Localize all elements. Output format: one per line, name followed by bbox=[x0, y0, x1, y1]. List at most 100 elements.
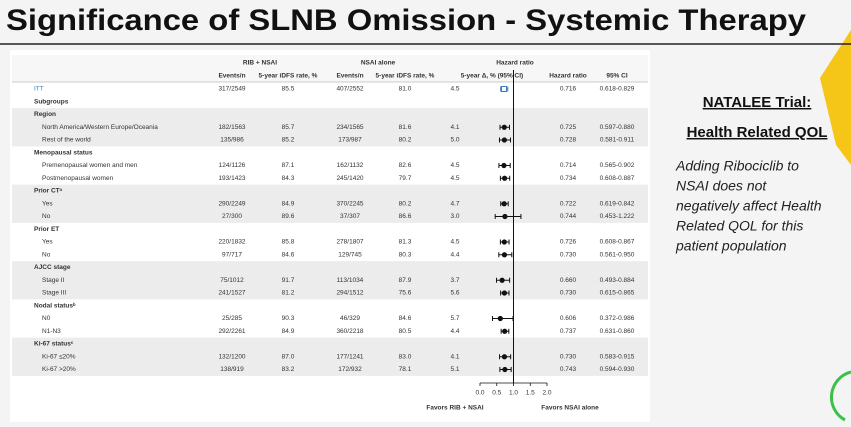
cell: 124/1126 bbox=[219, 162, 246, 169]
cell: 245/1420 bbox=[336, 175, 363, 182]
panel-line: NSAI does not bbox=[676, 178, 767, 194]
axis-tick-label: 2.0 bbox=[542, 390, 551, 397]
row-shading bbox=[12, 184, 648, 198]
row-label: No bbox=[42, 251, 51, 258]
cell: 87.1 bbox=[282, 162, 295, 169]
hazard-ratio: 0.726 bbox=[560, 239, 577, 246]
cell: 91.7 bbox=[282, 277, 295, 284]
cell: 84.9 bbox=[282, 328, 295, 335]
cell: 84.9 bbox=[282, 200, 295, 207]
cell: 27/300 bbox=[222, 213, 242, 220]
cell: 4.5 bbox=[450, 239, 459, 246]
cell: 75/1012 bbox=[220, 277, 244, 284]
forest-table: RIB + NSAI NSAI alone Hazard ratio Events/n… bbox=[12, 55, 648, 412]
row-shading bbox=[12, 210, 648, 223]
cell: 135/986 bbox=[220, 137, 244, 144]
group-label: Nodal statusᵇ bbox=[34, 302, 76, 309]
cell: 78.1 bbox=[399, 366, 412, 373]
column-header: 5-year iDFS rate, % bbox=[376, 73, 435, 80]
group-label: Prior ET bbox=[34, 226, 59, 233]
hr-point bbox=[500, 86, 507, 92]
hazard-ratio: 0.737 bbox=[560, 328, 577, 335]
ci: 0.619-0.842 bbox=[600, 200, 635, 207]
cell: 234/1565 bbox=[336, 124, 363, 131]
cell: 407/2552 bbox=[336, 86, 363, 93]
hazard-ratio: 0.744 bbox=[560, 213, 577, 220]
cell: 84.6 bbox=[399, 315, 412, 322]
decor-shape bbox=[820, 30, 851, 165]
ci: 0.594-0.930 bbox=[600, 366, 635, 373]
cell: 4.5 bbox=[450, 175, 459, 182]
ci: 0.615-0.865 bbox=[600, 290, 635, 297]
row-label: Yes bbox=[42, 239, 53, 246]
cell: 173/987 bbox=[338, 137, 362, 144]
row-label: North America/Western Europe/Oceania bbox=[42, 124, 158, 131]
ci: 0.561-0.950 bbox=[600, 251, 635, 258]
cell: 79.7 bbox=[399, 175, 412, 182]
cell: 292/2261 bbox=[218, 328, 245, 335]
hazard-ratio: 0.730 bbox=[560, 251, 577, 258]
ci: 0.631-0.860 bbox=[600, 328, 635, 335]
cell: 83.2 bbox=[282, 366, 295, 373]
panel-heading: Health Related QOL bbox=[687, 124, 828, 141]
favors-right: Favors NSAI alone bbox=[541, 405, 599, 412]
group-label: Subgroups bbox=[34, 98, 69, 105]
ci: 0.581-0.911 bbox=[600, 137, 635, 144]
cell: 85.8 bbox=[282, 239, 295, 246]
cell: 290/2249 bbox=[218, 200, 245, 207]
hazard-ratio: 0.725 bbox=[560, 124, 577, 131]
row-label: Ki-67 >20% bbox=[42, 366, 76, 373]
row-label: Yes bbox=[42, 200, 53, 207]
row-label: Postmenopausal women bbox=[42, 175, 114, 182]
hr-point bbox=[502, 328, 508, 334]
cell: 177/1241 bbox=[336, 353, 363, 360]
cell: 81.6 bbox=[399, 124, 412, 131]
hr-point bbox=[501, 162, 507, 169]
header-shading bbox=[12, 55, 648, 82]
cell: 5.1 bbox=[450, 366, 459, 373]
cell: 172/932 bbox=[338, 366, 362, 373]
ci: 0.608-0.867 bbox=[600, 239, 635, 246]
cell: 87.9 bbox=[399, 277, 412, 284]
ci: 0.597-0.880 bbox=[600, 124, 635, 131]
row-shading bbox=[12, 133, 648, 147]
hr-point bbox=[501, 201, 507, 207]
row-shading bbox=[12, 261, 648, 274]
cell: 5.6 bbox=[450, 290, 459, 297]
group-label: Ki-67 statusᶜ bbox=[34, 341, 74, 348]
row-shading bbox=[12, 197, 648, 211]
cell: 25/285 bbox=[222, 315, 242, 322]
hr-point bbox=[497, 315, 503, 322]
cell: 81.3 bbox=[399, 239, 412, 246]
cell: 370/2245 bbox=[336, 200, 363, 207]
hazard-ratio: 0.606 bbox=[560, 315, 577, 322]
cell: 278/1807 bbox=[336, 239, 363, 246]
cell: 82.6 bbox=[399, 162, 412, 169]
hazard-ratio: 0.716 bbox=[560, 86, 577, 93]
cell: 80.2 bbox=[399, 200, 412, 207]
cell: 182/1563 bbox=[218, 124, 245, 131]
cell: 84.6 bbox=[282, 251, 295, 258]
favors-left: Favors RIB + NSAI bbox=[426, 405, 483, 412]
column-header: 5-year Δ, % (95% CI) bbox=[461, 73, 523, 80]
row-shading bbox=[12, 286, 648, 300]
cell: 86.6 bbox=[399, 213, 412, 220]
cell: 81.0 bbox=[399, 86, 412, 93]
axis-tick-label: 1.0 bbox=[509, 390, 518, 397]
column-header: 5-year iDFS rate, % bbox=[259, 73, 318, 80]
panel-line: negatively affect Health bbox=[676, 198, 822, 214]
row-label: N1-N3 bbox=[42, 328, 61, 335]
cell: 4.5 bbox=[450, 162, 459, 169]
cell: 85.5 bbox=[282, 86, 295, 93]
cell: 317/2549 bbox=[218, 86, 245, 93]
ci: 0.372-0.986 bbox=[600, 315, 635, 322]
hr-point bbox=[501, 252, 508, 258]
ci: 0.618-0.829 bbox=[600, 86, 635, 93]
hr-point bbox=[499, 277, 505, 283]
cell: 360/2218 bbox=[336, 328, 363, 335]
group-header: Hazard ratio bbox=[496, 60, 534, 67]
row-shading bbox=[12, 363, 648, 376]
cell: 97/717 bbox=[222, 251, 242, 258]
cell: 5.0 bbox=[450, 137, 459, 144]
